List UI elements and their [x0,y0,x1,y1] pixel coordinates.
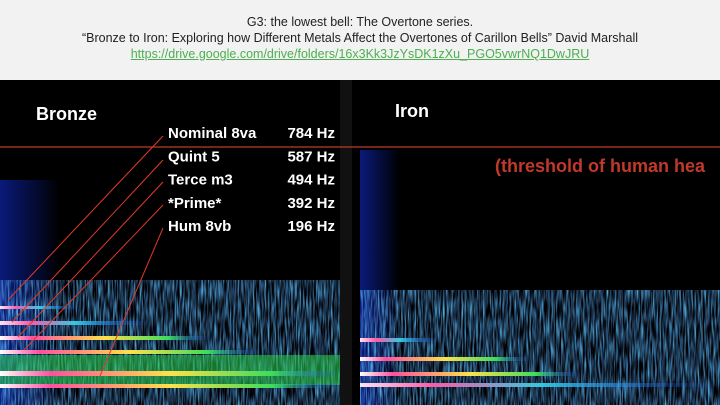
pointer [99,227,164,377]
pointer [23,204,164,351]
bronze-label: Bronze [36,104,97,124]
overtone-name: Quint 5 [168,148,220,165]
overtone-list: Nominal 8va 784 Hz Quint 5 587 Hz Terce m3 49… [168,125,335,235]
partial [360,357,530,361]
header-line: “Bronze to Iron: Exploring how Different… [81,31,639,45]
partial [360,383,720,387]
overtone-freq: 587 Hz [287,148,335,165]
iron-spectrogram [360,80,720,405]
pointer [7,135,164,301]
threshold-label: (threshold of human hea [495,156,706,176]
noise [360,290,720,405]
overtone-freq: 494 Hz [287,172,335,189]
partial [0,384,340,388]
overtone-freq: 196 Hz [287,218,335,235]
axis-strip [340,80,352,405]
overtone-freq: 392 Hz [287,195,335,212]
header: G3: the lowest bell: The Overtone series… [0,0,720,80]
partial [0,336,210,340]
header-line: G3: the lowest bell: The Overtone series… [246,15,474,29]
overtone-freq: 784 Hz [287,125,335,142]
partial [0,321,150,325]
overtone-name: Hum 8vb [168,218,231,235]
partial [360,338,440,342]
overtone-name: *Prime* [168,195,222,212]
bronze-spectrogram [0,80,352,405]
pointer [11,159,164,323]
partial [360,372,580,376]
low-band [0,355,340,385]
overtone-name: Terce m3 [168,172,233,189]
partial [0,306,80,309]
pointer-lines [7,135,164,377]
partial [0,350,260,354]
iron-label: Iron [395,101,429,121]
link[interactable]: https://drive.google.com/drive/folders/1… [130,47,590,61]
partial [0,371,340,376]
pointer [17,181,164,338]
overtone-name: Nominal 8va [168,125,257,142]
